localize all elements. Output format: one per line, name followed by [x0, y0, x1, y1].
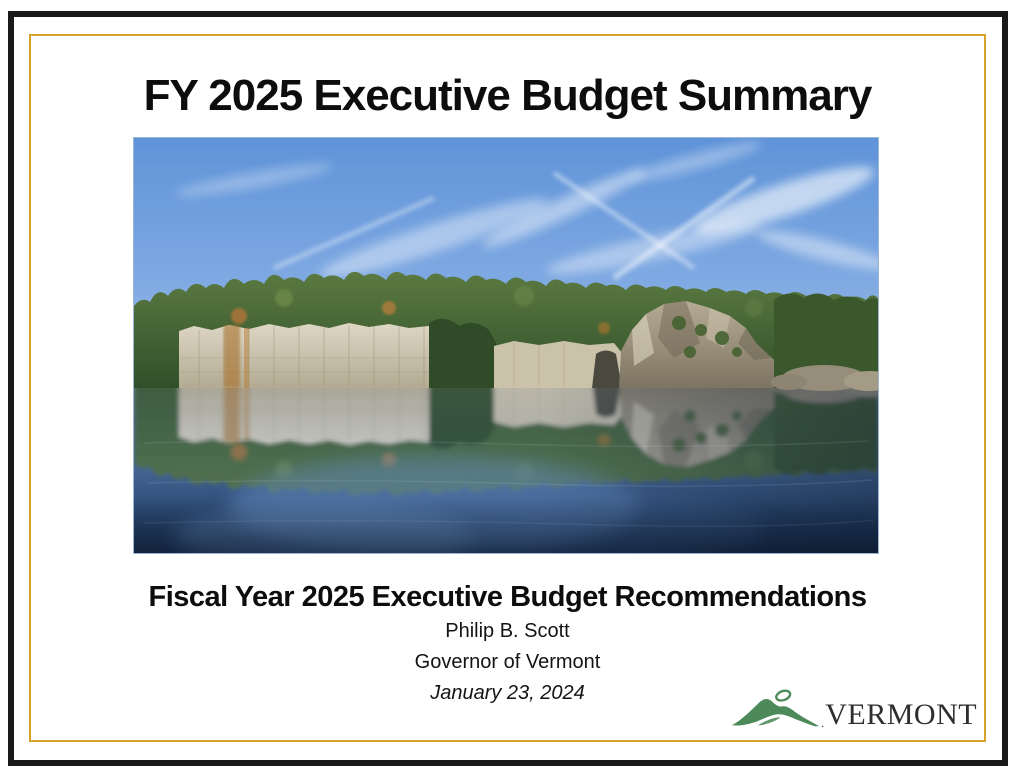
registered-mark: .	[821, 715, 825, 730]
vermont-logo: . VERMONT	[731, 684, 977, 734]
vermont-mountain-icon	[731, 689, 820, 727]
presenter-title: Governor of Vermont	[414, 651, 601, 673]
slide-title: FY 2025 Executive Budget Summary	[143, 71, 873, 120]
quarry-lake-photo	[133, 137, 879, 554]
slide-border-inner	[29, 34, 986, 742]
vermont-logo-text: VERMONT	[825, 698, 978, 731]
quarry-lake-photo-art	[134, 138, 878, 553]
presenter-name: Philip B. Scott	[445, 620, 570, 642]
slide-date: January 23, 2024	[430, 682, 585, 704]
slide-border-outer	[8, 11, 1008, 766]
slide-subtitle: Fiscal Year 2025 Executive Budget Recomm…	[148, 581, 867, 613]
